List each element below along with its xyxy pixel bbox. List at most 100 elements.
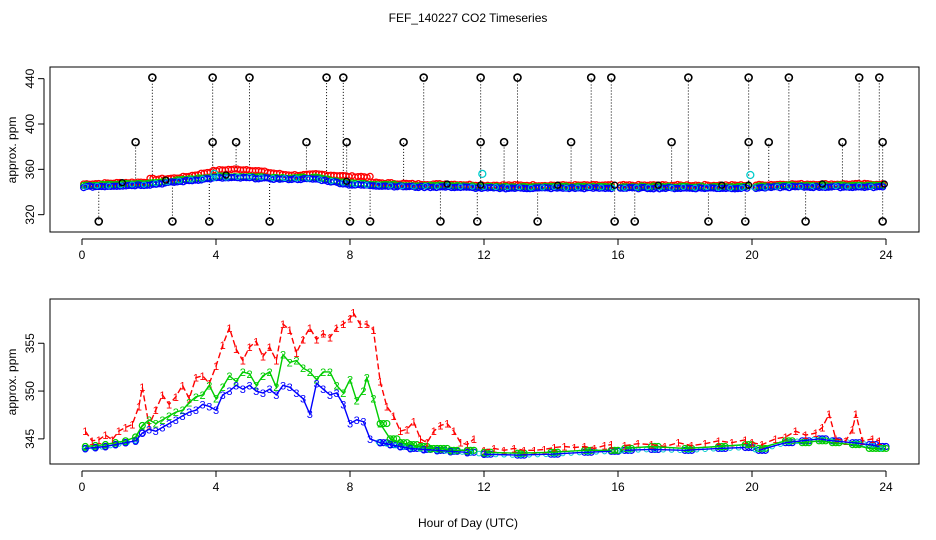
series-1-label: 1 [267,342,273,354]
series-3-label: 3 [347,419,353,431]
series-3-label: 3 [246,380,252,392]
series-3-label: 3 [407,443,413,455]
series-3-line [85,382,468,453]
cal-point [118,179,126,187]
cal-point [586,73,596,82]
series-3-label: 3 [122,438,128,450]
series-1-label: 1 [82,426,88,438]
x-tick-label: 12 [477,248,491,262]
x-tick-label: 0 [79,480,86,494]
cal-point [554,181,562,189]
series-1-label: 1 [280,319,286,331]
cal-point [162,176,170,184]
series-1-label: 1 [89,436,95,448]
series-1-label: 1 [397,426,403,438]
series-2-label: 2 [273,382,279,394]
series-2-point [376,419,384,428]
series-1-label: 1 [287,325,293,337]
series-4-point [492,184,499,191]
cal-point [148,73,157,82]
series-1-label: 1 [129,420,135,432]
series-1-label: 1 [491,443,497,455]
series-3-label: 3 [293,388,299,400]
series-1-label: 1 [803,430,809,442]
series-3-label: 3 [173,415,179,427]
series-3-label: 3 [253,386,259,398]
series-4-point [211,174,218,181]
series-2-label: 2 [122,436,128,448]
series-2-label: 2 [193,392,199,404]
series-3-label: 3 [447,446,453,458]
series-1-label: 1 [648,440,654,452]
series-2-label: 2 [240,367,246,379]
series-2-point [611,446,619,454]
series-3-point [330,177,338,186]
series-4-point [375,181,382,188]
series-3-label: 3 [313,378,319,390]
series-2-label: 2 [220,382,226,394]
series-4-point [434,183,441,190]
x-tick-label: 20 [745,480,759,494]
series-1-label: 1 [813,428,819,440]
series-4-point [293,175,300,182]
series-3-label: 3 [102,442,108,454]
series-1-label: 1 [715,436,721,448]
series-2-label: 2 [313,375,319,387]
series-1-label: 1 [122,422,128,434]
series-3-point [604,184,612,192]
series-3-label: 3 [387,440,393,452]
series-1-line [751,412,880,446]
cal-point [345,217,355,226]
series-4-point [727,184,734,191]
series-1-label: 1 [501,445,507,457]
series-2-label: 2 [260,371,266,383]
series-3-label: 3 [300,394,306,406]
series-2-point [138,421,146,430]
series-2-label: 2 [226,371,232,383]
cal-point [630,217,640,226]
series-1-label: 1 [300,334,306,346]
series-2-label: 2 [166,411,172,423]
series-4-point [234,173,241,180]
series-3-label: 3 [233,380,239,392]
series-1-label: 1 [457,438,463,450]
series-2-label: 2 [133,432,139,444]
cal-point [878,137,887,147]
series-4-point [785,183,792,190]
series-1-label: 1 [233,344,239,356]
series-4-point [504,184,511,191]
series-1-label: 1 [193,373,199,385]
series-2-label: 2 [334,380,340,392]
series-3-label: 3 [186,407,192,419]
cal-point [718,181,726,189]
series-2-label: 2 [370,394,376,406]
cal-point [611,181,619,189]
series-4-point [797,183,804,190]
y-tick-label: 320 [23,204,37,224]
series-2-line [624,443,746,450]
cal-point [208,137,217,147]
series-2-label: 2 [347,375,353,387]
series-2-label: 2 [280,350,286,362]
series-4-point [563,184,570,191]
series-1-label: 1 [334,323,340,335]
series-1-label: 1 [179,380,185,392]
series-3-label: 3 [92,442,98,454]
series-4-point [586,184,593,191]
cal-point [513,73,522,82]
series-1-label: 1 [511,443,517,455]
cal-point [476,181,485,189]
series-4-point [467,449,474,456]
series-1-label: 1 [792,426,798,438]
series-1-label: 1 [444,419,450,431]
series-4-point [516,184,523,191]
series-2-point [748,441,756,449]
x-tick-label: 24 [879,248,893,262]
series-2-label: 2 [327,367,333,379]
series-1-label: 1 [849,424,855,436]
series-2-label: 2 [340,388,346,400]
series-4-point [176,177,183,184]
cal-point [878,217,887,226]
